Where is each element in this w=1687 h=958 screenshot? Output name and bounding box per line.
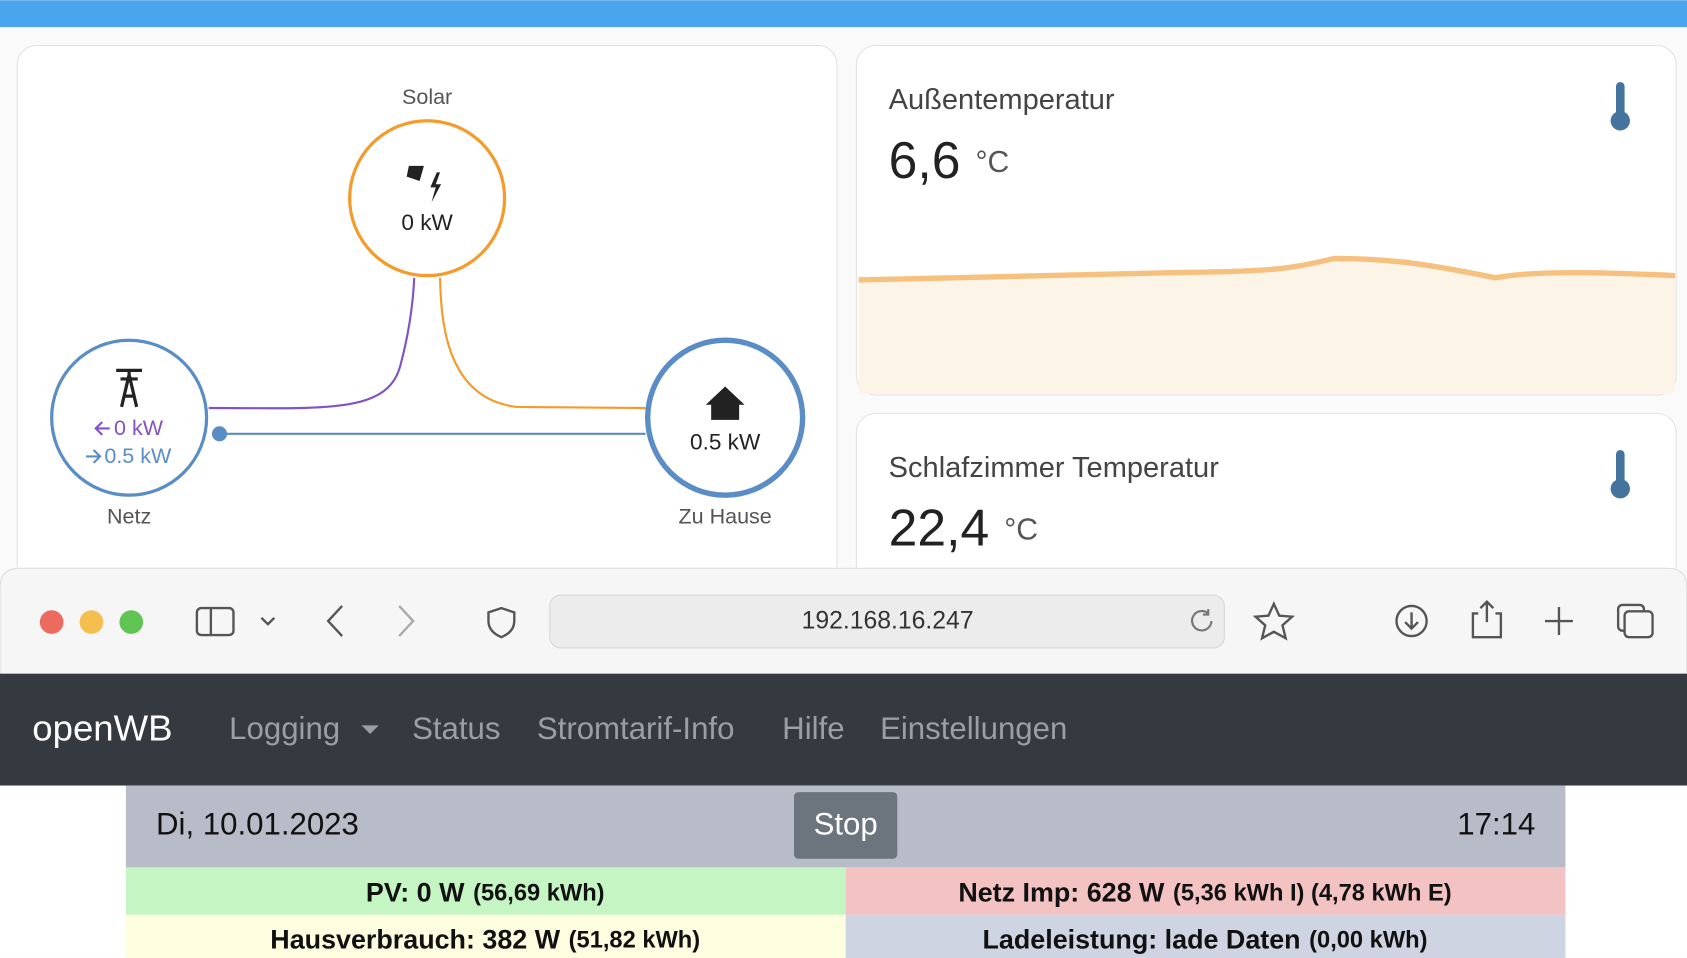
sensor-value: 6,6 °C: [889, 130, 1010, 188]
grid-label: Netz: [107, 504, 151, 528]
tile: [845, 867, 1566, 915]
header-bar: [0, 0, 1687, 28]
home-icon: [705, 386, 745, 420]
sparkline-area: [858, 258, 1676, 395]
reload-button[interactable]: [1191, 609, 1213, 632]
sensor-name: Schlafzimmer Temperatur: [889, 452, 1220, 484]
close-button[interactable]: [39, 610, 64, 634]
download-button[interactable]: [1395, 604, 1428, 638]
nav-link[interactable]: Status: [412, 711, 500, 746]
share-button[interactable]: [1471, 599, 1503, 639]
tile-text: Hausverbrauch: 382 W (51,82 kWh): [270, 925, 700, 955]
tile-text: Ladeleistung: lade Daten (0,00 kWh): [983, 925, 1428, 955]
toolbar-icons: [195, 599, 1654, 641]
stop-label: Stop: [814, 807, 878, 842]
flow-solar-home: [438, 277, 646, 410]
sensor-value: 22,4 °C: [889, 498, 1038, 556]
url: 192.168.16.247: [802, 608, 974, 635]
flow-grid-solar: [208, 277, 416, 410]
grid-import: 0 kW: [114, 416, 164, 440]
grid-icon: [116, 368, 143, 408]
sparkline: [858, 255, 1676, 283]
solar-icon: [406, 165, 442, 203]
solar-node: [348, 119, 507, 278]
import-arrow: [94, 421, 110, 436]
thermometer-icon: [1610, 449, 1630, 499]
solar-label: Solar: [402, 85, 452, 109]
minimize-button[interactable]: [79, 610, 104, 634]
dashboard: Solar 0 kW 0 kW 0.5 kW Netz 0.5 kW Zu Ha…: [16, 44, 1677, 569]
home-power: 0.5 kW: [690, 429, 761, 454]
zoom-button[interactable]: [119, 610, 144, 634]
tile-text: PV: 0 W (56,69 kWh): [366, 877, 605, 907]
tile: [125, 914, 846, 958]
flow-dot: [211, 426, 228, 442]
sensor-name: Außentemperatur: [889, 84, 1115, 116]
grid-export: 0.5 kW: [104, 444, 172, 468]
time: 17:14: [1457, 807, 1535, 842]
nav-link[interactable]: Hilfe: [782, 711, 844, 746]
new-tab-button[interactable]: [1544, 607, 1573, 636]
solar-power: 0 kW: [401, 210, 453, 235]
navbar: [0, 673, 1687, 786]
dropdown-caret: [361, 725, 379, 734]
sensor-card: [855, 412, 1677, 569]
home-label: Zu Hause: [679, 504, 772, 528]
nav-link[interactable]: Einstellungen: [880, 711, 1067, 746]
back-button[interactable]: [326, 605, 344, 637]
nav-link[interactable]: Logging: [229, 711, 340, 746]
export-arrow: [86, 449, 102, 464]
privacy-button[interactable]: [487, 606, 516, 639]
bookmark-button[interactable]: [1252, 600, 1295, 641]
nav-link[interactable]: Stromtarif-Info: [537, 711, 735, 746]
tile-text: Netz Imp: 628 W (5,36 kWh I) (4,78 kWh E): [958, 877, 1451, 907]
sidebar-button[interactable]: [195, 606, 235, 637]
stop-button[interactable]: [794, 792, 898, 859]
address-bar[interactable]: [549, 594, 1225, 649]
tile: [125, 867, 846, 915]
thermometer-icon: [1610, 81, 1630, 131]
brand[interactable]: openWB: [32, 707, 172, 748]
date: Di, 10.01.2023: [156, 807, 359, 842]
tab-menu[interactable]: [260, 616, 276, 626]
tile: [845, 914, 1566, 958]
forward-button[interactable]: [398, 605, 415, 637]
